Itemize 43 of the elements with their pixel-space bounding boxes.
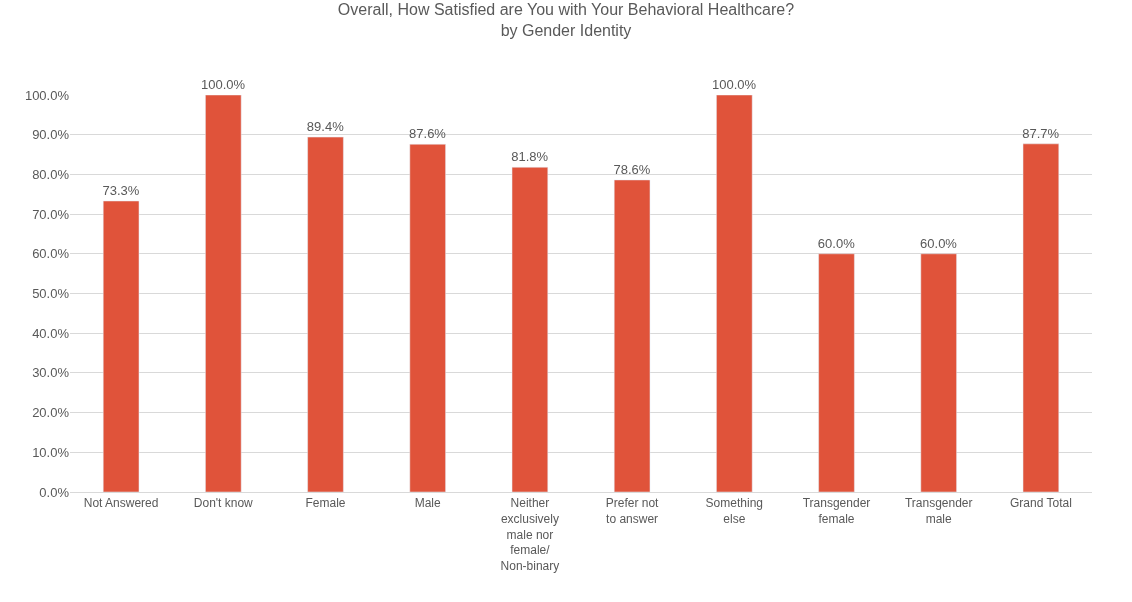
y-tick-label: 60.0% bbox=[32, 246, 70, 262]
x-tick-label: Transgender female bbox=[802, 496, 871, 526]
bar bbox=[511, 167, 549, 492]
data-label: 100.0% bbox=[712, 77, 757, 92]
data-label: 89.4% bbox=[306, 119, 345, 135]
bar bbox=[307, 136, 344, 492]
x-tick-label: Don't know bbox=[193, 496, 254, 511]
y-tick-label: 70.0% bbox=[32, 206, 70, 222]
bar bbox=[920, 253, 957, 492]
data-label: 81.8% bbox=[511, 149, 549, 165]
x-tick-label: Not Answered bbox=[83, 496, 159, 511]
y-tick-label: 20.0% bbox=[32, 405, 70, 421]
data-label: 60.0% bbox=[920, 235, 958, 251]
chart-subtitle: by Gender Identity bbox=[500, 21, 632, 39]
x-tick-label: Prefer not to answer bbox=[605, 496, 660, 526]
y-tick-label: 100.0% bbox=[24, 87, 70, 103]
bar bbox=[716, 95, 753, 492]
x-tick-label: Transgender male bbox=[904, 496, 973, 526]
y-tick-label: 40.0% bbox=[32, 325, 70, 341]
bar bbox=[205, 95, 242, 492]
data-label: 60.0% bbox=[817, 235, 856, 251]
data-label: 100.0% bbox=[201, 77, 246, 92]
y-tick-label: 0.0% bbox=[39, 484, 70, 500]
data-label: 78.6% bbox=[613, 161, 651, 177]
bar bbox=[102, 200, 140, 492]
y-tick-label: 10.0% bbox=[32, 444, 70, 460]
data-label: 73.3% bbox=[102, 183, 140, 198]
bar bbox=[818, 253, 855, 492]
x-tick-label: Something else bbox=[705, 496, 763, 526]
x-tick-label: Grand Total bbox=[1009, 496, 1072, 511]
data-label: 87.7% bbox=[1022, 125, 1060, 141]
chart-title: Overall, How Satisfied are You with Your Behavioral Healthcare? bbox=[337, 1, 795, 19]
bar bbox=[409, 143, 446, 492]
x-tick-label: Neither exclusively male nor female/ Non-binary bbox=[500, 496, 560, 573]
y-tick-label: 50.0% bbox=[32, 286, 70, 302]
bar bbox=[613, 179, 651, 492]
bar bbox=[1022, 143, 1060, 492]
y-tick-label: 90.0% bbox=[32, 127, 70, 143]
y-tick-label: 30.0% bbox=[32, 365, 70, 381]
y-tick-label: 80.0% bbox=[32, 166, 70, 182]
data-label: 87.6% bbox=[409, 126, 447, 142]
x-tick-label: Female bbox=[305, 496, 346, 511]
x-tick-label: Male bbox=[414, 496, 442, 511]
